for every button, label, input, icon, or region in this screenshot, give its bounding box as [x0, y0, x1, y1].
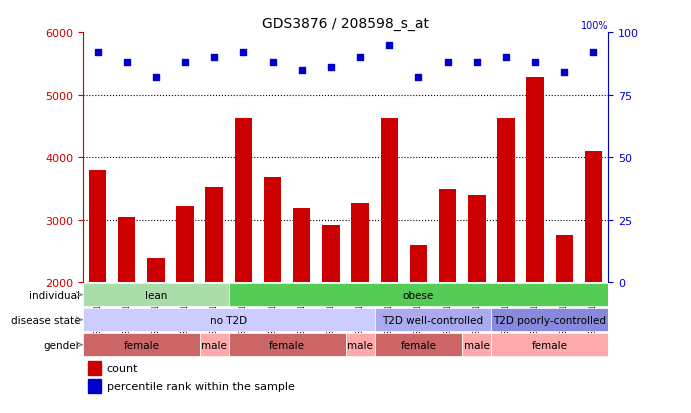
Point [413, 75, 424, 81]
Bar [118, 217, 135, 407]
FancyBboxPatch shape [346, 334, 375, 356]
Point [296, 67, 307, 74]
Bar [293, 209, 310, 407]
Point [180, 59, 191, 66]
Bar [322, 225, 340, 407]
Text: 100%: 100% [580, 21, 608, 31]
Point [559, 70, 570, 76]
Point [471, 59, 482, 66]
Bar [351, 203, 369, 407]
Point [384, 42, 395, 49]
Point [267, 59, 278, 66]
FancyBboxPatch shape [229, 334, 346, 356]
Point [121, 59, 132, 66]
Text: lean: lean [144, 290, 167, 300]
FancyBboxPatch shape [83, 284, 229, 306]
Bar [556, 236, 573, 407]
FancyBboxPatch shape [491, 334, 608, 356]
Bar [527, 78, 544, 407]
FancyBboxPatch shape [83, 309, 375, 331]
Text: percentile rank within the sample: percentile rank within the sample [106, 381, 294, 391]
Bar [381, 119, 398, 407]
FancyBboxPatch shape [375, 309, 491, 331]
Point [500, 55, 511, 61]
Text: female: female [269, 340, 305, 350]
Bar [88, 361, 102, 375]
Text: male: male [201, 340, 227, 350]
Text: female: female [401, 340, 437, 350]
Text: count: count [106, 363, 138, 373]
Point [209, 55, 220, 61]
FancyBboxPatch shape [375, 334, 462, 356]
Bar [264, 178, 281, 407]
Point [354, 55, 366, 61]
Bar [410, 245, 427, 407]
Text: male: male [347, 340, 373, 350]
Text: T2D poorly-controlled: T2D poorly-controlled [493, 315, 606, 325]
Point [588, 50, 599, 56]
Text: disease state: disease state [10, 315, 80, 325]
Bar [585, 152, 603, 407]
Point [529, 59, 540, 66]
Text: gender: gender [43, 340, 80, 350]
Bar [468, 196, 486, 407]
Title: GDS3876 / 208598_s_at: GDS3876 / 208598_s_at [262, 17, 429, 31]
Bar [176, 206, 193, 407]
Bar [205, 188, 223, 407]
Text: T2D well-controlled: T2D well-controlled [382, 315, 484, 325]
FancyBboxPatch shape [200, 334, 229, 356]
Text: male: male [464, 340, 490, 350]
Point [151, 75, 162, 81]
Text: female: female [123, 340, 159, 350]
FancyBboxPatch shape [229, 284, 608, 306]
FancyBboxPatch shape [462, 334, 491, 356]
Bar [88, 379, 102, 393]
FancyBboxPatch shape [491, 309, 608, 331]
Point [92, 50, 103, 56]
Text: no T2D: no T2D [210, 315, 247, 325]
Point [238, 50, 249, 56]
Bar [439, 190, 456, 407]
Bar [498, 119, 515, 407]
Bar [147, 259, 164, 407]
Bar [88, 170, 106, 407]
FancyBboxPatch shape [83, 334, 200, 356]
Bar [235, 119, 252, 407]
Text: obese: obese [403, 290, 434, 300]
Text: female: female [532, 340, 568, 350]
Point [442, 59, 453, 66]
Text: individual: individual [29, 290, 80, 300]
Point [325, 65, 337, 71]
